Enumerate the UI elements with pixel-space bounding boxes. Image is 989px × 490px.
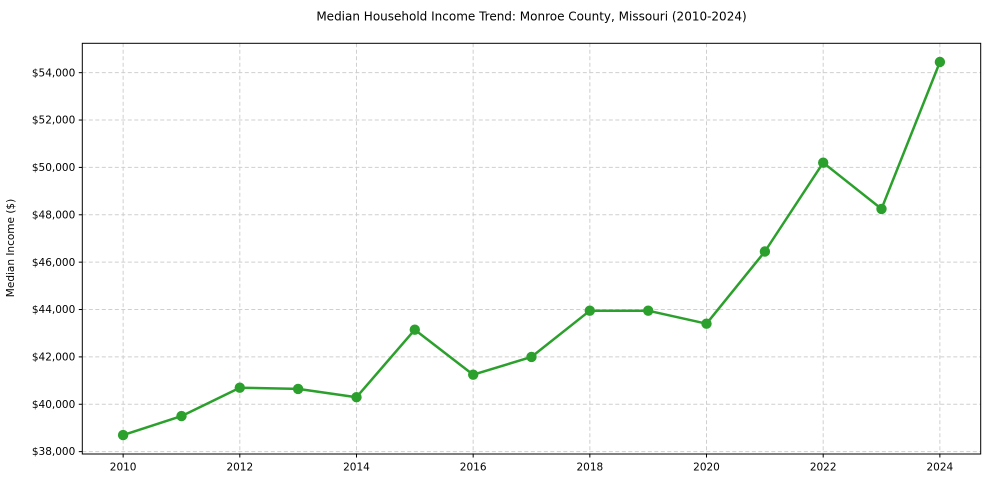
x-tick-label: 2022 bbox=[810, 462, 837, 474]
data-point bbox=[176, 410, 187, 422]
data-point bbox=[701, 318, 712, 329]
plot-border bbox=[81, 42, 982, 455]
x-tick-label: 2018 bbox=[576, 462, 603, 474]
x-tick-label: 2014 bbox=[343, 462, 370, 474]
y-tick-label: $42,000 bbox=[32, 351, 75, 363]
data-point bbox=[409, 324, 420, 335]
axis-ticks bbox=[78, 72, 941, 458]
x-tick-label: 2024 bbox=[926, 462, 953, 474]
y-tick-label: $44,000 bbox=[32, 304, 75, 316]
x-tick-label: 2016 bbox=[460, 462, 487, 474]
x-tick-label: 2012 bbox=[226, 462, 253, 474]
chart-title: Median Household Income Trend: Monroe Co… bbox=[316, 10, 746, 24]
data-point bbox=[468, 369, 479, 380]
data-point bbox=[526, 351, 537, 363]
data-point bbox=[351, 392, 362, 403]
y-tick-label: $52,000 bbox=[32, 115, 75, 127]
data-point bbox=[117, 429, 129, 441]
y-tick-label: $50,000 bbox=[32, 162, 75, 174]
data-series bbox=[117, 56, 946, 441]
y-tick-label: $38,000 bbox=[32, 446, 75, 458]
data-point bbox=[934, 56, 946, 68]
grid-lines bbox=[82, 43, 981, 454]
x-tick-label: 2010 bbox=[110, 462, 137, 474]
data-point bbox=[818, 157, 829, 168]
y-tick-label: $54,000 bbox=[32, 67, 75, 79]
data-point bbox=[584, 305, 595, 316]
data-point bbox=[292, 383, 304, 395]
axes-spines bbox=[81, 42, 982, 455]
y-axis-label: Median Income ($) bbox=[5, 199, 17, 297]
y-tick-label: $40,000 bbox=[32, 399, 75, 411]
axis-tick-labels: 2010 2012 2014 2016 2018 2020 2022 2024 $38,000 $… bbox=[32, 67, 954, 473]
data-point bbox=[643, 305, 654, 316]
data-point bbox=[234, 382, 245, 393]
data-point bbox=[759, 246, 771, 257]
x-tick-label: 2020 bbox=[693, 462, 720, 474]
data-point bbox=[876, 203, 887, 215]
y-tick-label: $48,000 bbox=[32, 209, 75, 221]
y-tick-label: $46,000 bbox=[32, 257, 75, 269]
data-line bbox=[121, 60, 942, 437]
